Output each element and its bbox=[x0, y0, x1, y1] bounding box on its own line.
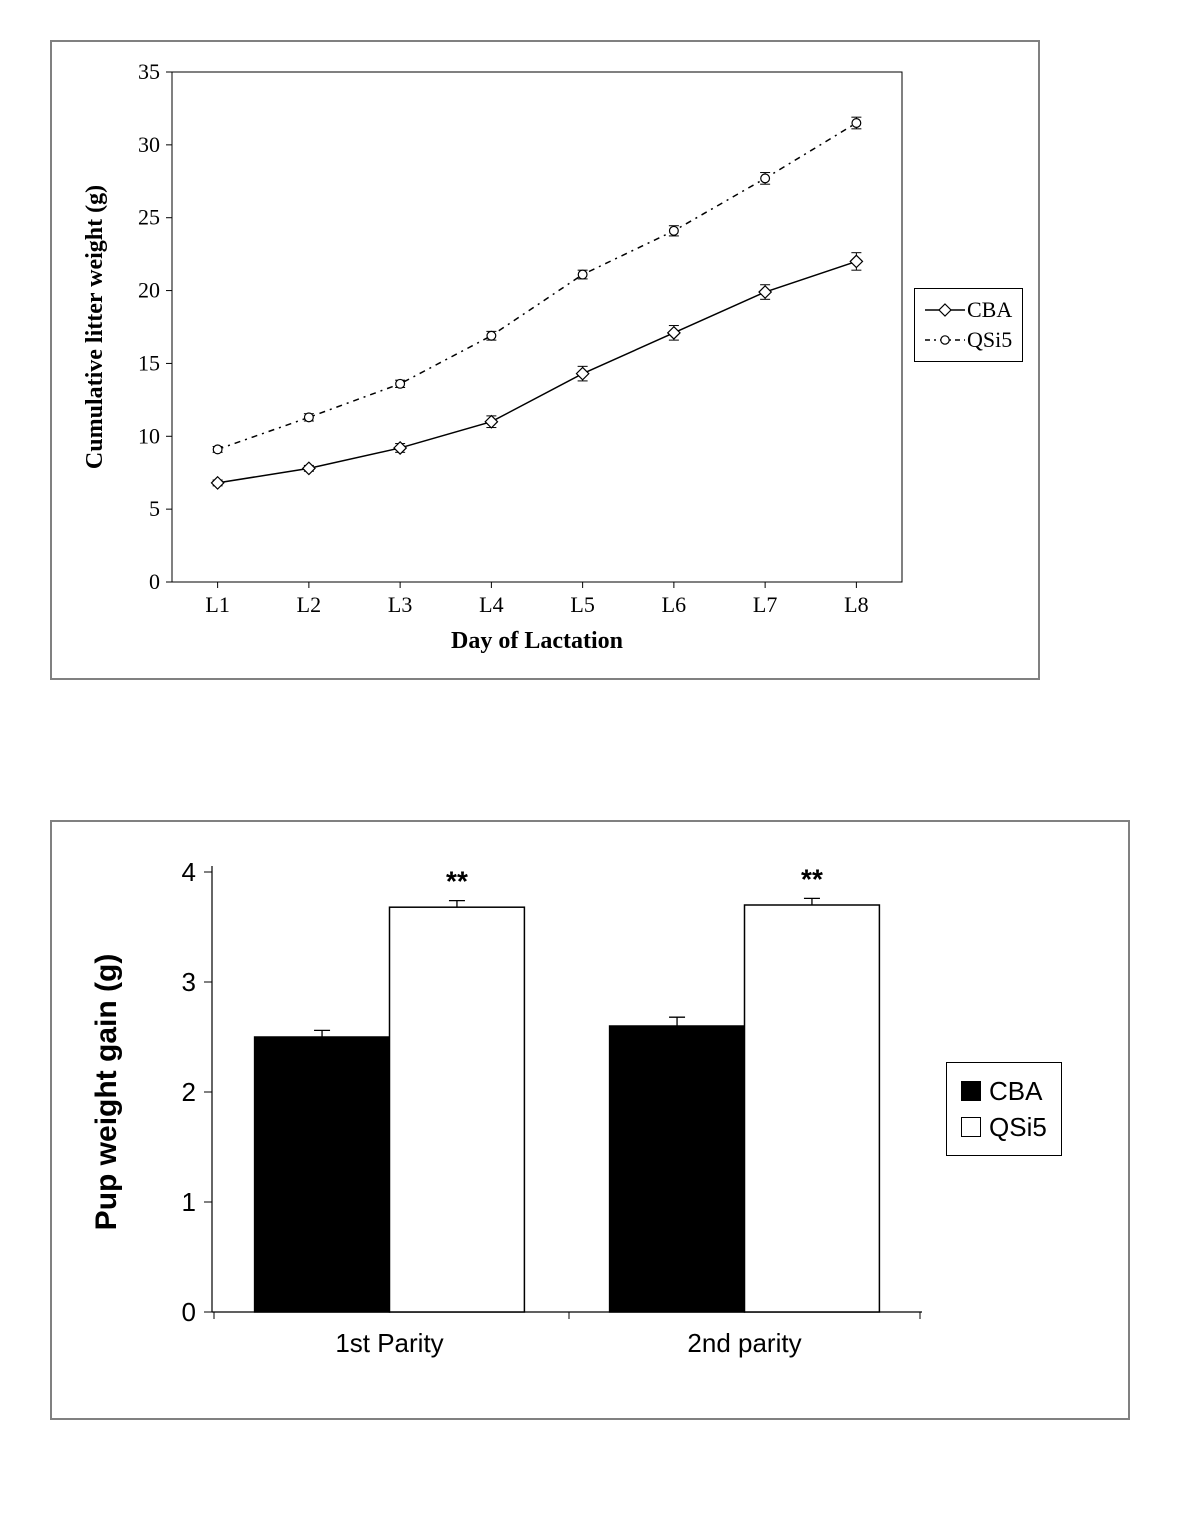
legend-row: QSi5 bbox=[923, 325, 1012, 355]
svg-text:L4: L4 bbox=[479, 592, 503, 617]
svg-text:20: 20 bbox=[138, 278, 160, 303]
svg-text:0: 0 bbox=[182, 1297, 196, 1327]
svg-text:2: 2 bbox=[182, 1077, 196, 1107]
svg-text:L5: L5 bbox=[570, 592, 594, 617]
svg-text:L6: L6 bbox=[662, 592, 686, 617]
line-chart-panel: 0 5 10 15 20 25 30 35 L1 L2 L3 L4 L5 L6 L7 L8 Day of Lac… bbox=[50, 40, 1040, 680]
svg-text:1st Parity: 1st Parity bbox=[335, 1328, 443, 1358]
svg-text:L2: L2 bbox=[297, 592, 321, 617]
svg-text:30: 30 bbox=[138, 132, 160, 157]
legend-row: CBA bbox=[923, 295, 1012, 325]
svg-text:**: ** bbox=[801, 863, 823, 894]
svg-text:35: 35 bbox=[138, 59, 160, 84]
svg-text:Day of Lactation: Day of Lactation bbox=[451, 628, 623, 654]
svg-text:25: 25 bbox=[138, 205, 160, 230]
svg-text:L1: L1 bbox=[205, 592, 229, 617]
svg-text:L3: L3 bbox=[388, 592, 412, 617]
legend-row: QSi5 bbox=[961, 1109, 1047, 1145]
svg-text:15: 15 bbox=[138, 350, 160, 375]
legend-label: QSi5 bbox=[989, 1112, 1047, 1143]
legend-label: QSi5 bbox=[967, 327, 1012, 353]
line-chart-svg: 0 5 10 15 20 25 30 35 L1 L2 L3 L4 L5 L6 L7 L8 Day of Lac… bbox=[52, 42, 1038, 678]
legend-label: CBA bbox=[967, 297, 1012, 323]
svg-text:5: 5 bbox=[149, 496, 160, 521]
svg-text:**: ** bbox=[446, 866, 468, 897]
svg-text:Cumulative litter weight (g): Cumulative litter weight (g) bbox=[82, 185, 108, 469]
legend-row: CBA bbox=[961, 1073, 1047, 1109]
svg-text:2nd parity: 2nd parity bbox=[687, 1328, 801, 1358]
bar-chart-legend: CBA QSi5 bbox=[946, 1062, 1062, 1156]
svg-text:1: 1 bbox=[182, 1187, 196, 1217]
svg-text:10: 10 bbox=[138, 423, 160, 448]
svg-text:3: 3 bbox=[182, 967, 196, 997]
line-chart-legend: CBA QSi5 bbox=[914, 288, 1023, 362]
svg-text:L8: L8 bbox=[844, 592, 868, 617]
svg-text:Pup weight gain (g): Pup weight gain (g) bbox=[90, 954, 123, 1231]
svg-text:0: 0 bbox=[149, 569, 160, 594]
legend-label: CBA bbox=[989, 1076, 1042, 1107]
svg-text:L7: L7 bbox=[753, 592, 777, 617]
svg-text:4: 4 bbox=[182, 857, 196, 887]
bar-chart-panel: 0 1 2 3 4 1st Parity 2nd parity ** ** Pup weight … bbox=[50, 820, 1130, 1420]
